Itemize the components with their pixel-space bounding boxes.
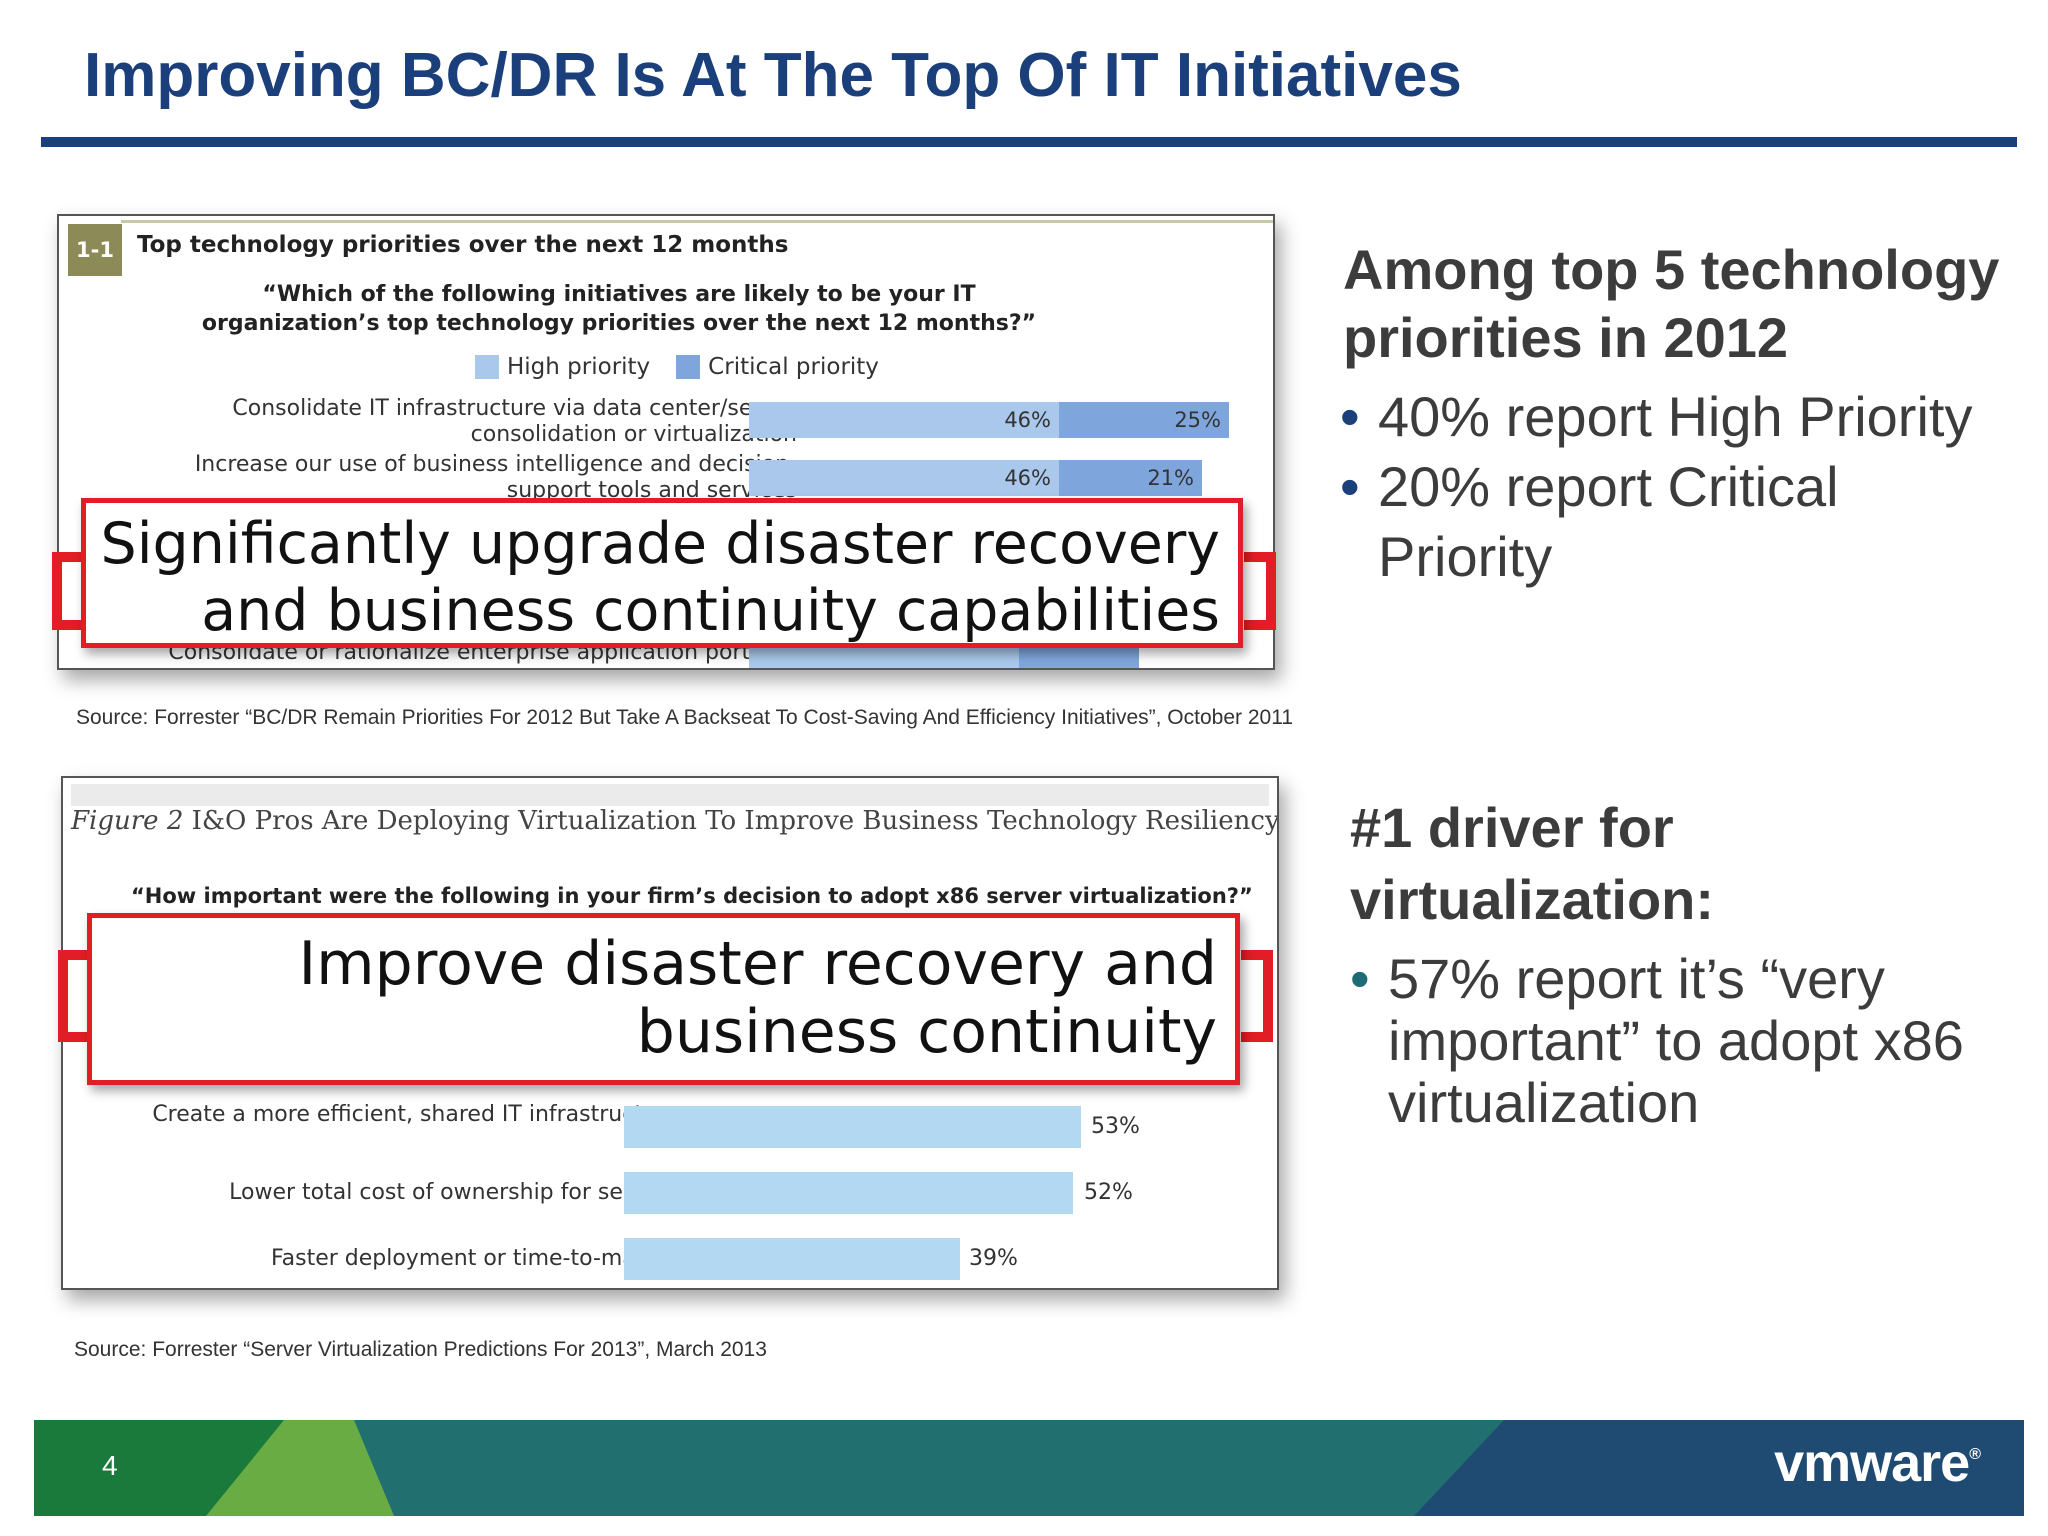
legend-label-high: High priority bbox=[507, 354, 651, 380]
figure-2-bar-3 bbox=[624, 1238, 960, 1280]
figure-2-bar-value-2: 52% bbox=[1084, 1180, 1133, 1205]
figure-2-number: Figure 2 bbox=[71, 806, 184, 836]
legend-swatch-critical bbox=[676, 355, 701, 379]
legend-swatch-high bbox=[475, 355, 499, 379]
figure-1-legend: High priority Critical priority bbox=[475, 354, 879, 380]
registered-icon: ® bbox=[1969, 1446, 1981, 1463]
callout-1-right-bracket bbox=[1244, 552, 1276, 630]
figure-2-bar-1 bbox=[624, 1106, 1081, 1148]
bar-value: 46% bbox=[1004, 408, 1051, 432]
figure-2-question: “How important were the following in you… bbox=[131, 884, 1253, 908]
bar-value: 25% bbox=[1174, 408, 1221, 432]
figure-1-bar-high-2: 46% bbox=[749, 460, 1059, 496]
bullet-icon: • bbox=[1350, 947, 1370, 1010]
callout-improve-dr: Improve disaster recovery and business c… bbox=[87, 913, 1240, 1085]
slide-title: Improving BC/DR Is At The Top Of IT Init… bbox=[84, 41, 1462, 110]
callout-upgrade-dr: Significantly upgrade disaster recovery … bbox=[81, 498, 1243, 648]
bullet-item: • 57% report it’s “very important” to ado… bbox=[1350, 948, 2010, 1134]
figure-1-row-label-1: Consolidate IT infrastructure via data c… bbox=[232, 396, 797, 447]
figure-1-bar-critical-2: 21% bbox=[1059, 460, 1202, 496]
figure-2-bar-value-3: 39% bbox=[969, 1246, 1018, 1271]
vmware-logo: vmware® bbox=[1774, 1432, 1981, 1494]
source-note-2: Source: Forrester “Server Virtualization… bbox=[74, 1338, 767, 1361]
figure-2-bar-2 bbox=[624, 1172, 1073, 1214]
figure-1-title: Top technology priorities over the next … bbox=[137, 232, 789, 258]
footer-band: 4 vmware® bbox=[34, 1420, 2024, 1516]
vmware-logo-text: vmware bbox=[1774, 1433, 1970, 1493]
callout-2-right-bracket bbox=[1241, 950, 1273, 1042]
title-divider bbox=[41, 137, 2017, 147]
footer-graphic bbox=[34, 1420, 2024, 1516]
side-heading-2: #1 driver for virtualization: bbox=[1350, 796, 1715, 931]
callout-2-left-bracket bbox=[58, 950, 90, 1042]
bullet-icon: • bbox=[1340, 455, 1360, 518]
side-bullets-2: • 57% report it’s “very important” to ado… bbox=[1350, 948, 2010, 1134]
callout-1-left-bracket bbox=[52, 552, 84, 630]
figure-1-tag: 1-1 bbox=[68, 224, 122, 276]
figure-2-title: Figure 2 I&O Pros Are Deploying Virtuali… bbox=[71, 806, 1279, 836]
bullet-item: • 40% report High Priority bbox=[1340, 382, 2020, 452]
legend-label-critical: Critical priority bbox=[708, 354, 879, 380]
bullet-text: 57% report it’s “very important” to adop… bbox=[1388, 947, 1964, 1134]
figure-1-bar-high-1: 46% bbox=[749, 402, 1059, 438]
legend-item-critical: Critical priority bbox=[676, 354, 879, 380]
bar-value: 21% bbox=[1147, 466, 1194, 490]
figure-2-row-label-3: Faster deployment or time-to-market bbox=[270, 1246, 679, 1271]
bullet-item: • 20% report Critical Priority bbox=[1340, 452, 2020, 592]
figure-2-row-label-2: Lower total cost of ownership for server… bbox=[229, 1180, 679, 1205]
bullet-text: 40% report High Priority bbox=[1378, 385, 1973, 448]
side-heading-1: Among top 5 technology priorities in 201… bbox=[1343, 238, 2000, 369]
bullet-icon: • bbox=[1340, 385, 1360, 448]
figure-1-question: “Which of the following initiatives are … bbox=[201, 282, 1037, 336]
figure-1-bar-critical-hidden bbox=[1019, 644, 1139, 668]
source-note-1: Source: Forrester “BC/DR Remain Prioriti… bbox=[76, 706, 1293, 729]
legend-item-high: High priority bbox=[475, 354, 650, 380]
bullet-text: 20% report Critical Priority bbox=[1378, 455, 1839, 588]
figure-2-row-label-1: Create a more efficient, shared IT infra… bbox=[152, 1102, 679, 1127]
figure-1-row-label-2: Increase our use of business intelligenc… bbox=[194, 452, 797, 503]
figure-2-title-text: I&O Pros Are Deploying Virtualization To… bbox=[191, 806, 1279, 836]
side-bullets-1: • 40% report High Priority • 20% report Cr… bbox=[1340, 382, 2020, 592]
bar-value: 46% bbox=[1004, 466, 1051, 490]
figure-2-header-strip bbox=[71, 784, 1269, 806]
page-number: 4 bbox=[102, 1450, 118, 1481]
figure-1-bar-critical-1: 25% bbox=[1059, 402, 1229, 438]
figure-1-bar-high-hidden bbox=[749, 644, 1019, 668]
figure-2-bar-value-1: 53% bbox=[1091, 1114, 1140, 1139]
figure-1-top-rule bbox=[121, 220, 1273, 223]
